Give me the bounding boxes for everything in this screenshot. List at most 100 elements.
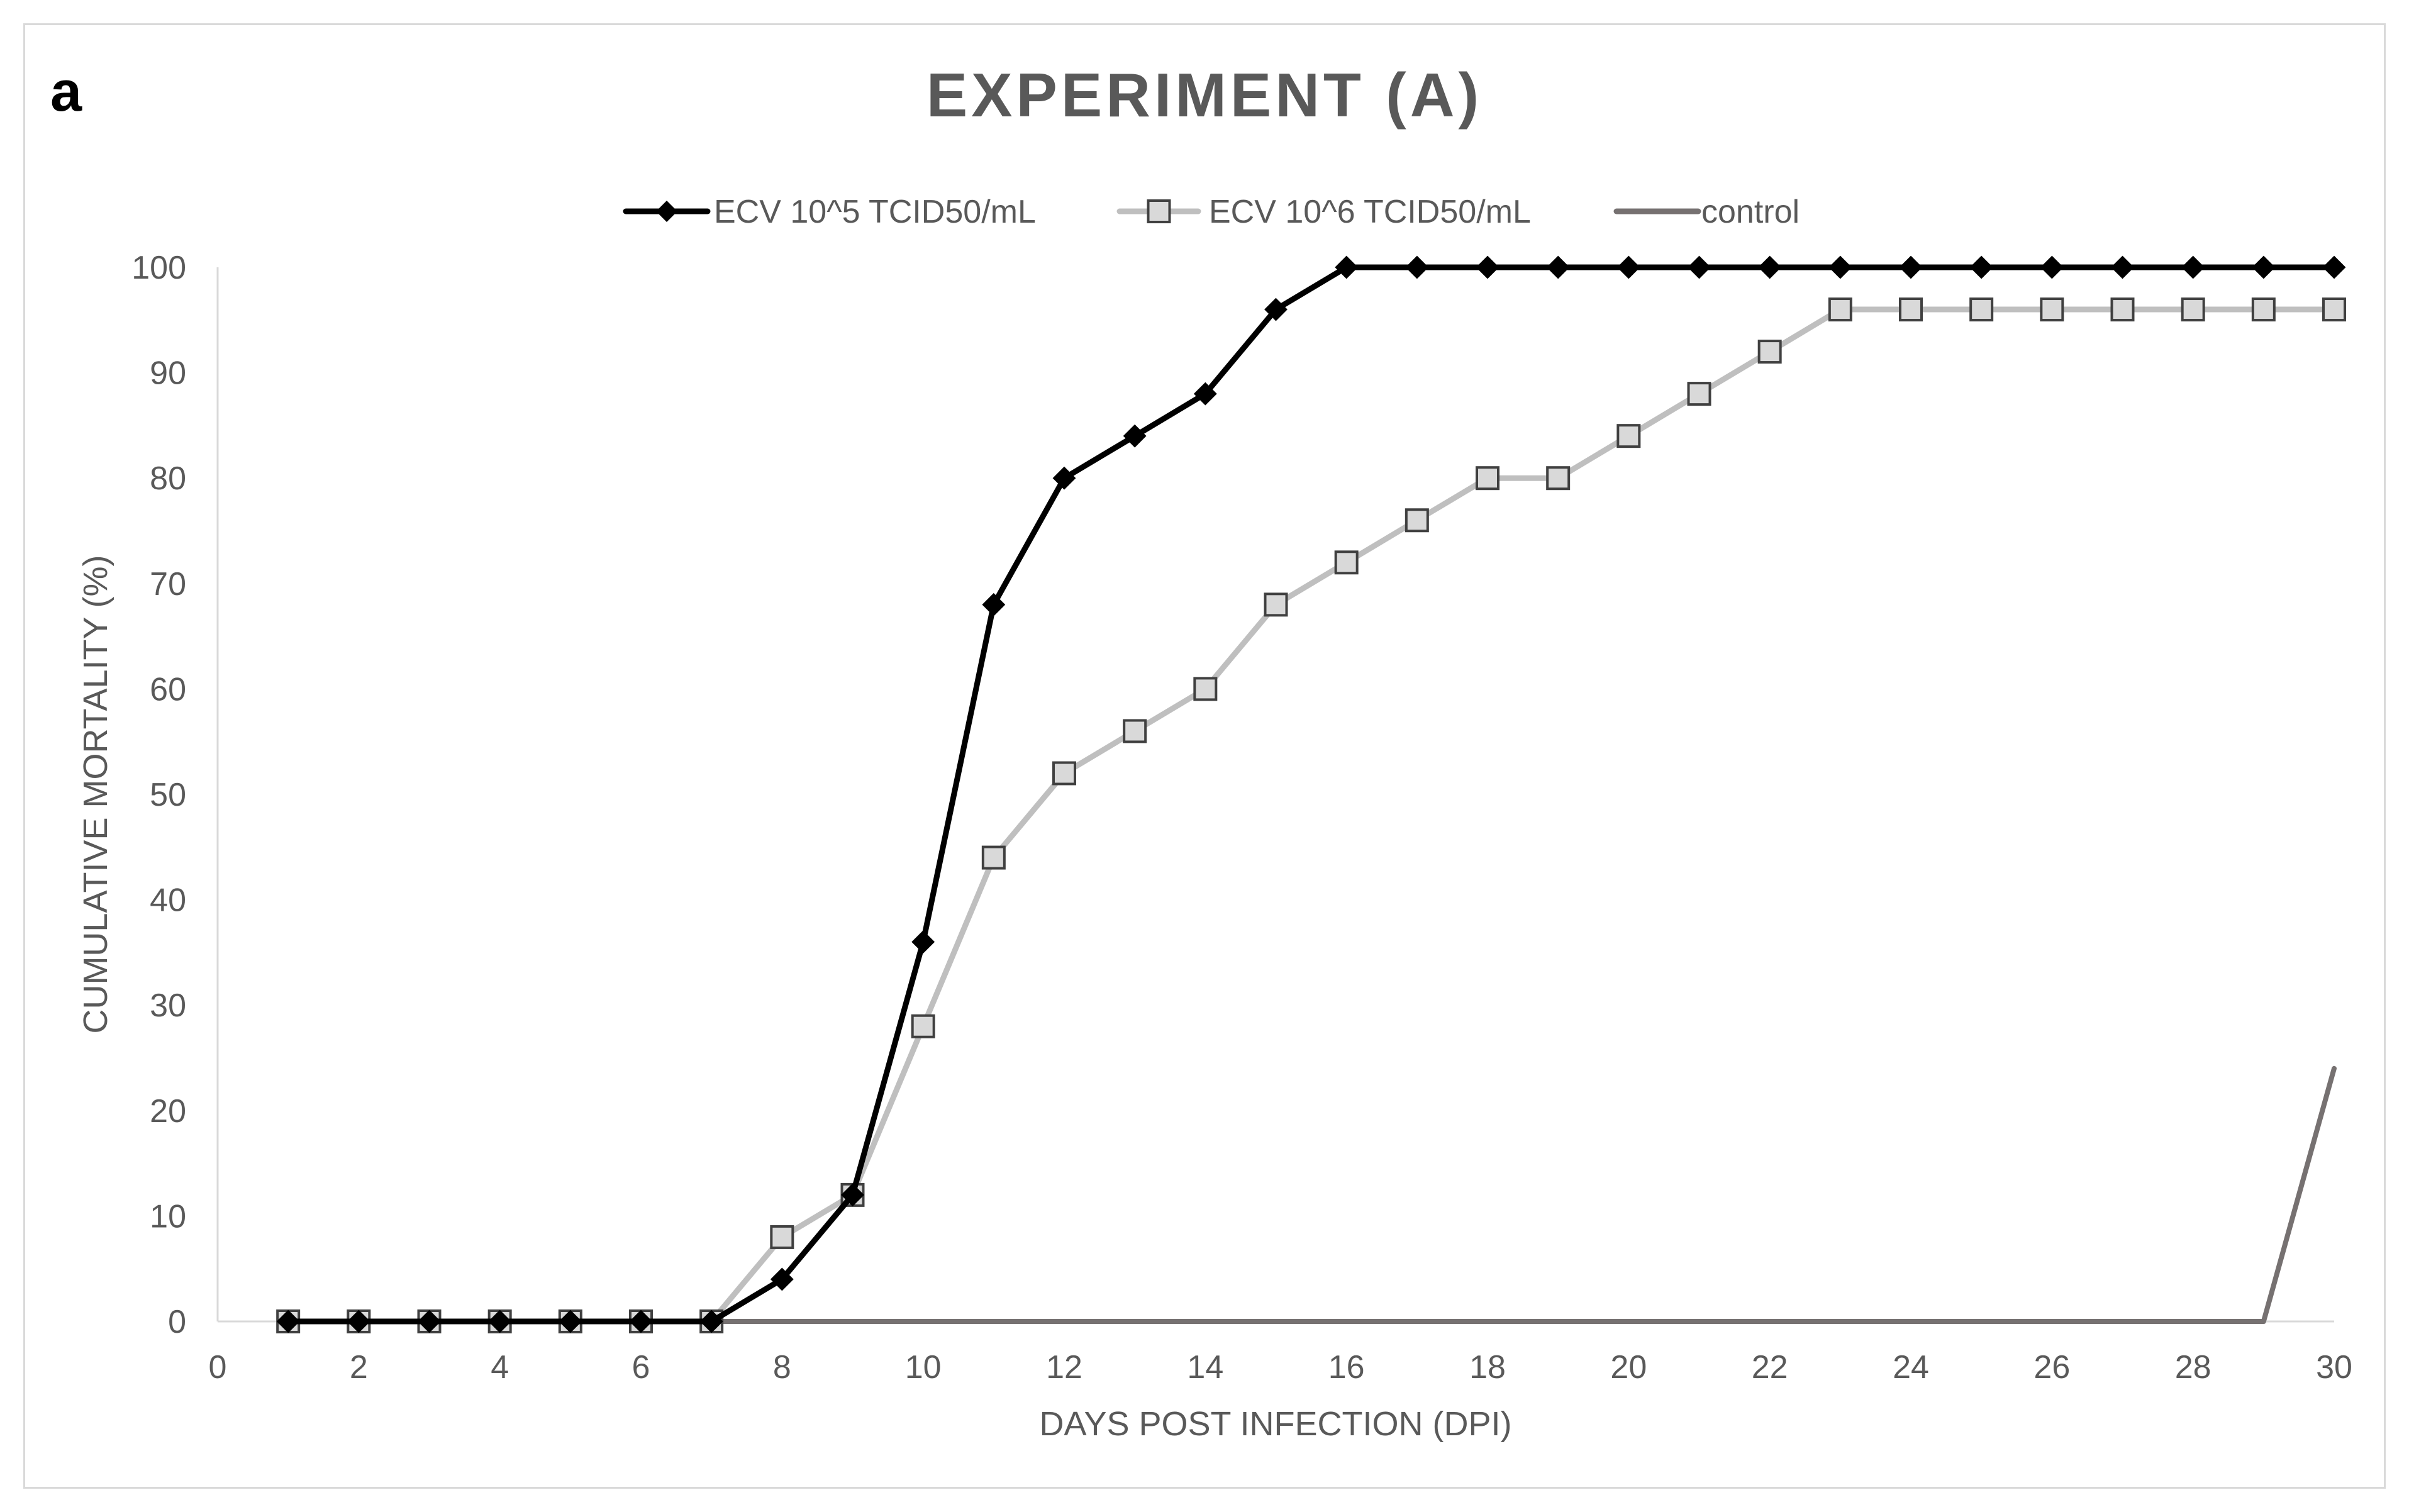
y-tick-label: 50 [150, 777, 186, 813]
data-point-square [2040, 297, 2064, 322]
data-point-diamond [2322, 255, 2346, 279]
data-point-diamond [841, 1183, 864, 1207]
data-point-square [1334, 550, 1359, 575]
data-point-diamond [629, 1309, 653, 1333]
data-point-diamond [418, 1309, 441, 1333]
data-point-square [911, 1014, 935, 1038]
data-point-diamond [1899, 255, 1923, 279]
data-point-square [2251, 297, 2276, 322]
data-point-square [1828, 297, 1852, 322]
data-point-square [1405, 508, 1429, 533]
legend-item-2: control [1613, 194, 1800, 230]
y-tick-label: 80 [150, 460, 186, 497]
x-tick-label: 30 [2316, 1349, 2352, 1386]
data-point-diamond [276, 1309, 300, 1333]
x-tick-label: 22 [1752, 1349, 1788, 1386]
data-point-diamond [1193, 382, 1217, 406]
y-tick-label: 30 [150, 987, 186, 1024]
legend-label: control [1701, 194, 1800, 230]
data-point-diamond [1405, 255, 1429, 279]
legend-marker-diamond [656, 201, 677, 222]
data-point-diamond [1688, 255, 1711, 279]
data-point-diamond [488, 1309, 512, 1333]
data-point-diamond [2252, 255, 2276, 279]
data-point-diamond [2111, 255, 2134, 279]
legend-item-1: ECV 10^6 TCID50/mL [1116, 194, 1531, 230]
data-point-square [2322, 297, 2346, 322]
x-tick-label: 4 [491, 1349, 509, 1386]
x-tick-label: 26 [2033, 1349, 2070, 1386]
series-0 [276, 255, 2346, 1333]
y-tick-label: 90 [150, 355, 186, 392]
data-point-diamond [1052, 466, 1076, 490]
data-point-diamond [2181, 255, 2205, 279]
y-tick-label: 0 [168, 1304, 186, 1340]
data-point-square [1616, 424, 1641, 448]
x-tick-label: 0 [209, 1349, 227, 1386]
x-tick-label: 6 [632, 1349, 650, 1386]
y-tick-label: 40 [150, 882, 186, 919]
x-tick-label: 28 [2175, 1349, 2211, 1386]
x-tick-label: 12 [1046, 1349, 1082, 1386]
data-point-diamond [2040, 255, 2064, 279]
x-tick-label: 14 [1187, 1349, 1223, 1386]
data-point-square [1193, 677, 1218, 701]
x-tick-label: 24 [1893, 1349, 1929, 1386]
data-point-square [981, 845, 1006, 870]
y-tick-label: 20 [150, 1093, 186, 1130]
data-point-square [2181, 297, 2205, 322]
data-point-diamond [1828, 255, 1852, 279]
x-tick-label: 18 [1469, 1349, 1506, 1386]
data-point-diamond [1335, 255, 1359, 279]
series-line [286, 1065, 2337, 1324]
chart-frame [23, 23, 2386, 1489]
data-point-square [770, 1225, 794, 1249]
x-tick-label: 2 [350, 1349, 368, 1386]
legend-label: ECV 10^6 TCID50/mL [1209, 194, 1531, 230]
data-point-square [1546, 466, 1571, 491]
series-line [285, 264, 2337, 1325]
y-axis-title: CUMULATIVE MORTALITY (%) [77, 555, 114, 1033]
data-point-square [1687, 382, 1711, 406]
data-point-diamond [1264, 297, 1288, 321]
data-point-diamond [770, 1267, 794, 1291]
data-point-diamond [559, 1309, 582, 1333]
data-point-diamond [699, 1309, 723, 1333]
chart-legend: ECV 10^5 TCID50/mL ECV 10^6 TCID50/mL cont… [623, 194, 1800, 230]
data-point-diamond [1546, 255, 1570, 279]
chart-title: EXPERIMENT (A) [926, 60, 1483, 130]
data-point-square [1123, 719, 1147, 743]
data-point-diamond [1476, 255, 1499, 279]
y-tick-label: 70 [150, 566, 186, 603]
data-point-square [1757, 340, 1782, 364]
x-tick-label: 8 [773, 1349, 791, 1386]
data-point-square [1899, 297, 1923, 322]
data-point-diamond [347, 1309, 370, 1333]
data-point-square [2110, 297, 2135, 322]
data-point-diamond [1969, 255, 1993, 279]
panel-label: a [50, 60, 82, 123]
x-tick-label: 16 [1328, 1349, 1365, 1386]
y-tick-label: 100 [131, 250, 186, 286]
data-point-square [1052, 761, 1076, 786]
data-point-square [1969, 297, 1994, 322]
data-point-diamond [1758, 255, 1782, 279]
data-point-diamond [982, 592, 1006, 616]
series-1 [276, 297, 2346, 1333]
x-tick-label: 10 [905, 1349, 942, 1386]
legend-item-0: ECV 10^5 TCID50/mL [623, 194, 1036, 230]
legend-label: ECV 10^5 TCID50/mL [714, 194, 1036, 230]
x-axis-title: DAYS POST INFECTION (DPI) [1039, 1405, 1511, 1443]
data-point-diamond [1616, 255, 1640, 279]
data-point-square [1264, 592, 1288, 617]
data-point-diamond [1123, 424, 1147, 448]
data-point-square [1476, 466, 1499, 491]
y-tick-label: 60 [150, 671, 186, 708]
series-line [285, 306, 2337, 1325]
data-point-diamond [911, 930, 935, 954]
series-layer [276, 255, 2346, 1333]
x-tick-label: 20 [1610, 1349, 1647, 1386]
legend-marker-square [1147, 199, 1171, 223]
